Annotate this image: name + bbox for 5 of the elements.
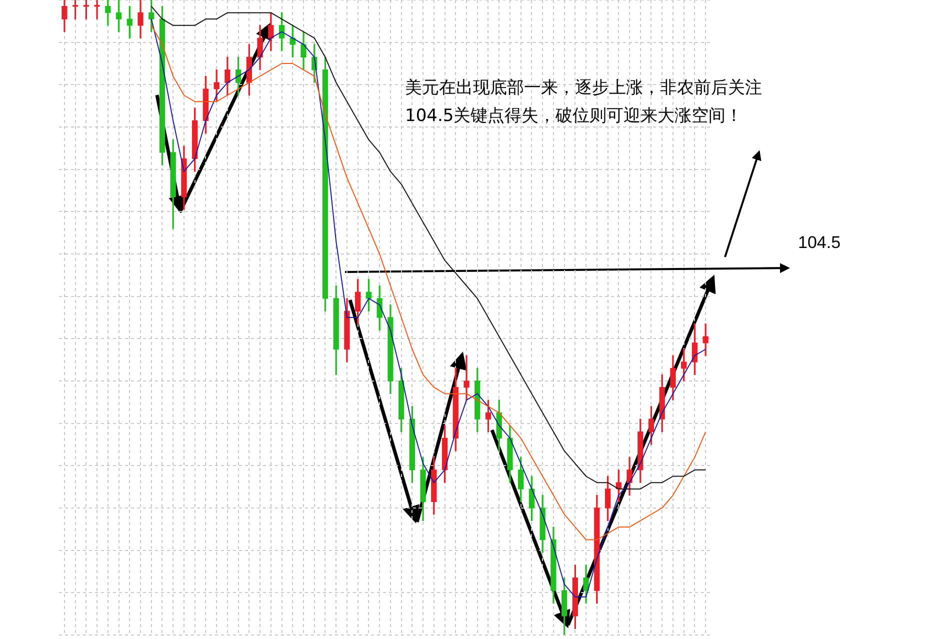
annotation: 104.5关键点得失，破位则可迎来大涨空间！ — [405, 105, 743, 127]
text: 104.5 — [798, 233, 841, 253]
candlestick — [464, 355, 470, 400]
candlestick — [94, 0, 100, 20]
annotation: 美元在出现底部一来，逐步上涨，非农前后关注 — [405, 77, 762, 99]
